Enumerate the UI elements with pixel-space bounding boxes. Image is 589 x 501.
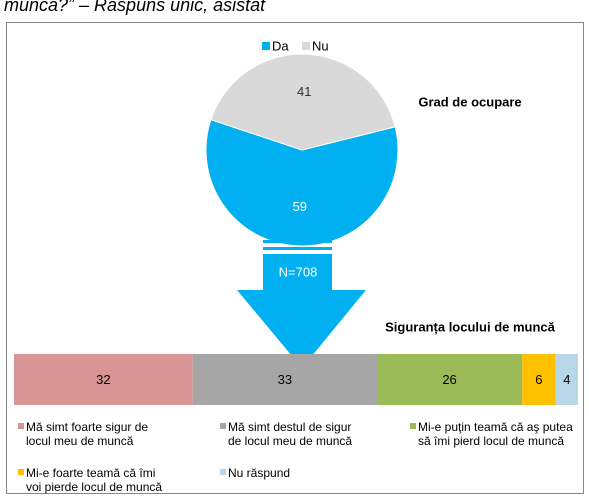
data-label: 33: [278, 372, 292, 387]
bar-segment: [555, 354, 578, 405]
legend-swatch: [18, 469, 24, 475]
legend-text: Mă simt destul de sigur de locul meu de …: [228, 420, 353, 448]
legend-label: Nu răspund: [220, 466, 290, 480]
legend-label: Mi-e puţin teamă că aş putea să îmi pier…: [410, 420, 573, 448]
caption: muncă?” – Răspuns unic, asistat: [4, 0, 266, 15]
legend-label: Da: [272, 38, 289, 53]
legend-text: Mi-e puţin teamă că aş putea să îmi pier…: [418, 420, 573, 448]
legend-swatch: [302, 42, 310, 50]
legend-text: Nu răspund: [228, 466, 291, 480]
pie-slice: [205, 119, 399, 247]
bar-segment: [376, 354, 523, 405]
pie-slice: [210, 53, 396, 151]
data-label: 26: [442, 372, 456, 387]
legend-swatch: [262, 42, 270, 50]
bar-segment: [14, 354, 193, 405]
legend-swatch: [220, 423, 226, 429]
bar-segment: [192, 354, 377, 405]
legend-label: Mă simt foarte sigur de locul meu de mun…: [18, 420, 148, 448]
data-label: 41: [297, 84, 311, 99]
legend-swatch: [18, 423, 24, 429]
legend-text: Mă simt foarte sigur de locul meu de mun…: [26, 420, 149, 448]
arrow-line: [263, 240, 332, 243]
data-label: 59: [293, 199, 307, 214]
legend-swatch: [410, 423, 416, 429]
legend-text: Mi-e foarte teamă că îmi voi pierde locu…: [26, 466, 163, 494]
chart-title: Grad de ocupare: [418, 94, 521, 109]
data-label: 4: [563, 372, 570, 387]
legend-swatch: [220, 469, 226, 475]
legend-label: Mă simt destul de sigur de locul meu de …: [220, 420, 352, 448]
legend-label: Nu: [312, 38, 329, 53]
data-label: 32: [96, 372, 110, 387]
bar-segment: [522, 354, 556, 405]
chart-title: Siguranța locului de muncă: [385, 319, 556, 334]
arrow-line: [263, 247, 332, 250]
legend-label: Mi-e foarte teamă că îmi voi pierde locu…: [18, 466, 162, 494]
annotation: N=708: [279, 264, 318, 279]
arrow: [237, 254, 366, 368]
frame: [6, 22, 584, 494]
data-label: 6: [535, 372, 542, 387]
